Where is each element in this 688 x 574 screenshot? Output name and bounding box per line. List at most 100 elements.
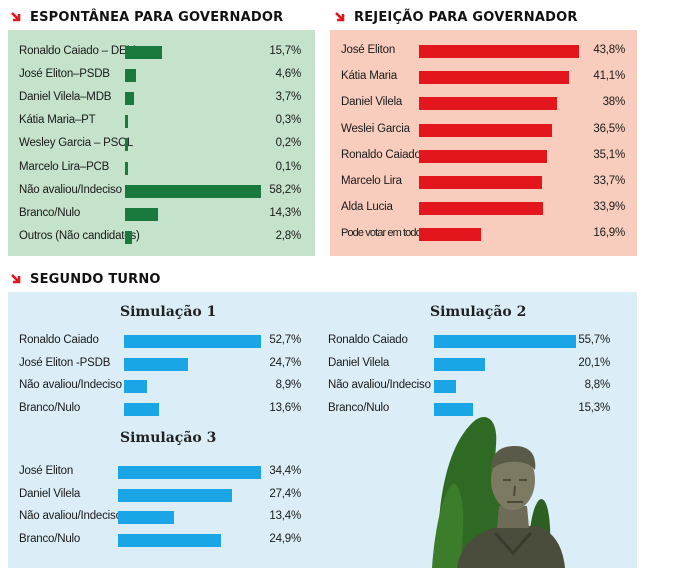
bar-label: Alda Lucia xyxy=(341,201,393,214)
bar-label: Não avaliou/Indeciso xyxy=(19,510,122,523)
chart-row: Não avaliou/Indeciso 8,9% xyxy=(8,376,637,396)
bar-label: Daniel Vilela–MDB xyxy=(19,91,112,104)
chart-row: Daniel Vilela 38% xyxy=(330,93,637,113)
bar-label: Kátia Maria xyxy=(341,70,397,83)
value-label: 8,9% xyxy=(275,379,302,392)
bar xyxy=(434,403,473,417)
value-label: 24,7% xyxy=(269,356,301,369)
value-label: 55,7% xyxy=(578,334,610,346)
bar-label: José Eliton xyxy=(341,44,396,56)
chart-row: Marcelo Lira–PCB 0,1% xyxy=(8,158,315,178)
chart-row: Daniel Vilela–MDB 3,7% xyxy=(8,88,315,108)
chart-row: Kátia Maria 41,1% xyxy=(330,67,637,87)
chart-row: Branco/Nulo 15,3% xyxy=(8,399,637,419)
bar-label: Pode votar em todos xyxy=(341,227,426,240)
chart-row: Kátia Maria–PT 0,3% xyxy=(8,111,315,131)
chart-row: Weslei Garcia 36,5% xyxy=(330,120,637,140)
arrow-down-right-icon xyxy=(11,273,21,283)
chart-row: Não avaliou/Indeciso 58,2% xyxy=(8,181,315,201)
chart-row: Ronaldo Caiado – DEM 15,7% xyxy=(8,42,315,62)
rejeicao-chart: José Eliton 43,8% Kátia Maria 41,1% Daniel V… xyxy=(330,30,637,256)
chart-row: Daniel Vilela 27,4% xyxy=(8,485,637,505)
segundo-turno-panel: Simulação 1 Simulação 2 Simulação 3 Rona… xyxy=(8,292,637,568)
rejeicao-header: REJEIÇÃO PARA GOVERNADOR xyxy=(334,10,578,25)
value-label: 41,1% xyxy=(593,70,625,83)
bar-label: Ronaldo Caiado – DEM xyxy=(19,45,136,57)
bar-label: Não avaliou/Indeciso xyxy=(19,379,122,392)
bar-label: Outros (Não candidatos) xyxy=(19,229,140,242)
bar xyxy=(419,149,547,163)
value-label: 38% xyxy=(602,96,626,109)
chart-row: Não avaliou/Indeciso 13,4% xyxy=(8,507,637,527)
bar xyxy=(419,71,569,85)
value-label: 0,1% xyxy=(275,160,302,173)
value-label: 52,7% xyxy=(269,334,301,346)
bar-label: Branco/Nulo xyxy=(19,533,81,546)
bar xyxy=(125,115,128,129)
bar xyxy=(125,138,128,152)
espontanea-title: ESPONTÂNEA PARA GOVERNADOR xyxy=(30,10,284,25)
bar-label: Não avaliou/Indeciso xyxy=(328,379,431,392)
chart-row: José Eliton 43,8% xyxy=(330,41,637,61)
value-label: 33,7% xyxy=(593,175,625,187)
value-label: 43,8% xyxy=(593,44,625,56)
chart-row: Ronaldo Caiado 52,7% xyxy=(8,331,637,351)
rejeicao-title: REJEIÇÃO PARA GOVERNADOR xyxy=(354,10,578,25)
chart-row: José Eliton -PSDB 24,7% xyxy=(8,354,637,374)
bar xyxy=(434,335,576,348)
value-label: 2,8% xyxy=(275,229,302,242)
simulacao-2-title: Simulação 2 xyxy=(430,304,527,320)
bar xyxy=(118,511,174,525)
value-label: 33,9% xyxy=(593,201,625,214)
simulacao-3-title: Simulação 3 xyxy=(120,430,217,446)
bar xyxy=(125,161,128,175)
bar xyxy=(125,69,136,83)
value-label: 36,5% xyxy=(593,122,625,135)
chart-row: Branco/Nulo 14,3% xyxy=(8,204,315,224)
bar-label: Marcelo Lira–PCB xyxy=(19,160,110,173)
bar xyxy=(419,45,579,58)
bar-label: Não avaliou/Indeciso xyxy=(19,183,122,196)
bar xyxy=(434,357,486,371)
bar-label: Ronaldo Caiado xyxy=(341,148,421,161)
chart-row: Ronaldo Caiado 55,7% xyxy=(8,331,637,351)
bar-label: Kátia Maria–PT xyxy=(19,114,96,127)
bar xyxy=(419,202,543,216)
bar xyxy=(434,380,457,394)
arrow-down-right-icon xyxy=(335,11,345,21)
value-label: 34,4% xyxy=(269,465,301,477)
bar-label: Branco/Nulo xyxy=(328,402,390,415)
arrow-down-right-icon xyxy=(11,11,21,21)
chart-row: Pode votar em todos 16,9% xyxy=(330,224,637,244)
bar xyxy=(125,184,261,198)
chart-row: José Eliton 34,4% xyxy=(8,462,637,482)
value-label: 13,4% xyxy=(269,510,301,523)
bar-label: Ronaldo Caiado xyxy=(19,334,99,346)
espontanea-chart: Ronaldo Caiado – DEM 15,7% José Eliton–PSD… xyxy=(8,30,315,256)
chart-row: Marcelo Lira 33,7% xyxy=(330,172,637,192)
chart-row: Daniel Vilela 20,1% xyxy=(8,354,637,374)
value-label: 3,7% xyxy=(275,91,302,104)
chart-row: Branco/Nulo 13,6% xyxy=(8,399,637,419)
value-label: 24,9% xyxy=(269,533,301,546)
value-label: 0,3% xyxy=(275,114,302,127)
value-label: 35,1% xyxy=(593,148,625,161)
chart-row: José Eliton–PSDB 4,6% xyxy=(8,65,315,85)
value-label: 0,2% xyxy=(275,137,302,150)
chart-row: Outros (Não candidatos) 2,8% xyxy=(8,227,315,247)
bar xyxy=(419,123,553,137)
bar xyxy=(419,97,558,111)
bar-label: Daniel Vilela xyxy=(328,356,390,369)
bar-label: Weslei Garcia xyxy=(341,122,410,135)
chart-row: Não avaliou/Indeciso 8,8% xyxy=(8,376,637,396)
chart-row: Ronaldo Caiado 35,1% xyxy=(330,146,637,166)
bar-label: José Eliton -PSDB xyxy=(19,356,111,369)
bar-label: Branco/Nulo xyxy=(19,206,81,219)
bar-label: José Eliton–PSDB xyxy=(19,68,110,81)
bar-label: Daniel Vilela xyxy=(341,96,403,109)
value-label: 8,8% xyxy=(584,379,611,392)
segundo-turno-header: SEGUNDO TURNO xyxy=(10,272,161,287)
value-label: 20,1% xyxy=(578,356,610,369)
bar-label: Ronaldo Caiado xyxy=(328,334,408,346)
bar xyxy=(118,466,261,479)
